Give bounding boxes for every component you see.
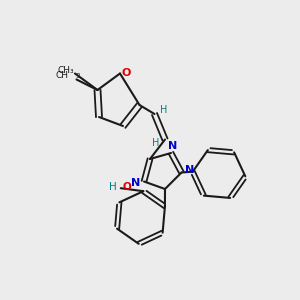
Text: H: H [109, 182, 116, 192]
Text: O: O [122, 68, 131, 79]
Text: CH: CH [56, 70, 69, 80]
Text: N: N [185, 165, 194, 175]
Text: N: N [168, 141, 177, 152]
Text: N: N [131, 178, 140, 188]
Text: H: H [152, 138, 159, 148]
Text: 3: 3 [75, 74, 80, 80]
Text: O: O [122, 182, 131, 192]
Text: CH₃: CH₃ [58, 66, 74, 75]
Text: H: H [160, 105, 168, 116]
